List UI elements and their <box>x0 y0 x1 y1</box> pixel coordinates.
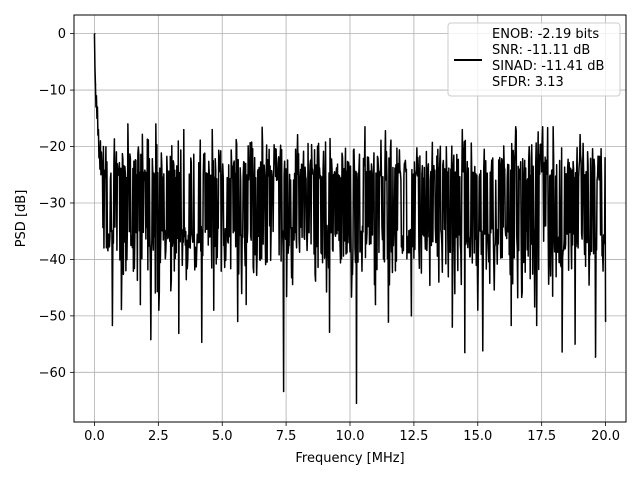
y-axis: 0 −10 −20 −30 −40 −50 −60 <box>39 27 74 381</box>
y-tick-label: −40 <box>39 253 66 268</box>
y-axis-label: PSD [dB] <box>14 190 29 248</box>
psd-point <box>282 390 285 393</box>
plot-area <box>93 33 607 405</box>
psd-point <box>355 402 357 404</box>
y-tick-label: −50 <box>39 309 66 324</box>
psd-point <box>101 174 103 176</box>
psd-point <box>201 341 203 344</box>
psd-point <box>574 343 576 345</box>
psd-point <box>510 324 512 327</box>
x-tick-label: 2.5 <box>148 429 169 444</box>
psd-point <box>96 117 98 119</box>
psd-point <box>374 303 377 306</box>
psd-point <box>98 145 101 148</box>
x-tick-label: 17.5 <box>527 429 556 444</box>
x-tick-label: 0.0 <box>84 429 105 444</box>
x-tick-label: 10.0 <box>336 429 365 444</box>
x-axis-label: Frequency [MHz] <box>295 451 404 466</box>
psd-point <box>236 320 239 323</box>
psd-point <box>150 338 152 341</box>
psd-point <box>482 350 484 352</box>
psd-series-line <box>93 33 607 405</box>
psd-point <box>387 321 389 323</box>
x-tick-label: 20.0 <box>591 429 620 444</box>
psd-point <box>604 320 607 323</box>
x-tick-label: 15.0 <box>463 429 492 444</box>
y-tick-label: 0 <box>58 27 66 42</box>
psd-point <box>461 128 464 131</box>
x-tick-label: 7.5 <box>276 429 297 444</box>
psd-point <box>328 331 331 333</box>
psd-point <box>183 128 185 131</box>
legend-entry-line: SNR: -11.11 dB <box>492 43 590 58</box>
x-axis: 0.0 2.5 5.0 7.5 10.0 12.5 15.0 17.5 20.0 <box>84 422 620 444</box>
psd-point <box>535 324 538 327</box>
psd-point <box>464 351 466 354</box>
psd-point <box>211 128 213 131</box>
psd-point <box>561 351 563 353</box>
y-tick-label: −20 <box>39 140 66 155</box>
psd-point <box>111 324 113 327</box>
psd-point <box>451 326 453 328</box>
psd-point <box>594 356 596 358</box>
x-tick-label: 12.5 <box>399 429 428 444</box>
legend-entry-line: SFDR: 3.13 <box>492 75 564 90</box>
psd-point <box>155 123 157 125</box>
x-tick-label: 5.0 <box>212 429 233 444</box>
psd-point <box>579 134 581 136</box>
psd-point <box>127 123 129 125</box>
psd-point <box>410 315 412 317</box>
y-tick-label: −30 <box>39 196 66 211</box>
y-tick-label: −10 <box>39 84 66 99</box>
y-tick-label: −60 <box>39 366 66 381</box>
legend-entry-line: SINAD: -11.41 dB <box>492 59 604 74</box>
legend-entry-line: ENOB: -2.19 bits <box>492 27 599 42</box>
psd-point <box>178 332 180 334</box>
psd-point <box>139 303 142 306</box>
legend-box <box>447 22 621 97</box>
psd-point <box>95 83 97 86</box>
psd-point <box>94 33 96 35</box>
